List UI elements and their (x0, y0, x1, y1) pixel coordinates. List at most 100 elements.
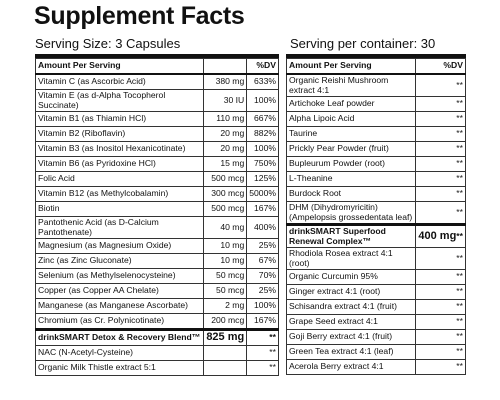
name-cell: Acerola Berry extract 4:1 (285, 359, 417, 375)
row: Folic Acid 500 mcg 125% (34, 171, 279, 187)
blend-name: drinkSMART Superfood Renewal Complex™ (285, 223, 417, 248)
name-cell: Artichoke Leaf powder (285, 96, 417, 112)
left-panel: Amount Per Serving %DV Vitamin C (as Ascor… (34, 54, 279, 376)
header-cell: Amount Per Serving (285, 58, 417, 75)
row: Organic Milk Thistle extract 5:1 ** (34, 360, 279, 376)
name-cell: Chromium (as Cr. Polynicotinate) (34, 313, 205, 330)
row: Burdock Root ** (285, 186, 466, 202)
row: Vitamin B2 (Riboflavin) 20 mg 882% (34, 126, 279, 142)
dv-cell: ** (415, 171, 466, 187)
dv-cell: ** (415, 141, 466, 157)
name-cell: Magnesium (as Magnesium Oxide) (34, 238, 205, 254)
row: Chromium (as Cr. Polynicotinate) 200 mcg 1… (34, 313, 279, 330)
nutrient-table: Amount Per Serving %DV Vitamin C (as Ascor… (34, 58, 279, 376)
row: Taurine ** (285, 126, 466, 142)
amount-cell: 380 mg (203, 73, 248, 90)
header-cell: Amount Per Serving (34, 58, 205, 75)
name-cell: NAC (N-Acetyl-Cysteine) (34, 345, 205, 361)
name-cell: Manganese (as Manganese Ascorbate) (34, 298, 205, 314)
amount-cell: 50 mcg (203, 283, 248, 299)
blend-name: drinkSMART Detox & Recovery Blend™ (34, 328, 205, 346)
amount-cell: 2 mg (203, 298, 248, 314)
amount-cell: 20 mg (203, 126, 248, 142)
row: Manganese (as Manganese Ascorbate) 2 mg 10… (34, 298, 279, 314)
dv-cell: ** (415, 299, 466, 315)
header-cell: %DV (415, 58, 466, 75)
blend-amount: 825 mg (203, 328, 248, 346)
name-cell: L-Theanine (285, 171, 417, 187)
name-cell: Vitamin B2 (Riboflavin) (34, 126, 205, 142)
name-cell: Bupleurum Powder (root) (285, 156, 417, 172)
row: Bupleurum Powder (root) ** (285, 156, 466, 172)
name-cell: Ginger extract 4:1 (root) (285, 284, 417, 300)
name-cell: Alpha Lipoic Acid (285, 111, 417, 127)
row: Vitamin E (as d-Alpha Tocopherol Succina… (34, 89, 279, 112)
dv-cell: ** (415, 201, 466, 225)
blend-row: drinkSMART Detox & Recovery Blend™ 825 mg… (34, 328, 279, 346)
dv-cell: ** (415, 269, 466, 285)
amount-cell: 200 mcg (203, 313, 248, 330)
row: Prickly Pear Powder (fruit) ** (285, 141, 466, 157)
dv-cell: 70% (246, 268, 279, 284)
dv-cell: 400% (246, 216, 279, 239)
name-cell: Schisandra extract 4:1 (fruit) (285, 299, 417, 315)
name-cell: Zinc (as Zinc Gluconate) (34, 253, 205, 269)
title: Supplement Facts (34, 2, 245, 30)
header-row: Amount Per Serving %DV (34, 58, 279, 75)
dv-cell: ** (415, 111, 466, 127)
dv-cell: 750% (246, 156, 279, 172)
amount-cell: 20 mg (203, 141, 248, 157)
row: Acerola Berry extract 4:1 ** (285, 359, 466, 375)
name-cell: DHM (Dihydromyricitin) (Ampelopsis gross… (285, 201, 417, 225)
dv-cell: ** (415, 156, 466, 172)
row: Rhodiola Rosea extract 4:1 (root) ** (285, 247, 466, 270)
row: Zinc (as Zinc Gluconate) 10 mg 67% (34, 253, 279, 269)
amount-cell: 300 mcg (203, 186, 248, 202)
dv-cell: 67% (246, 253, 279, 269)
row: Vitamin B1 (as Thiamin HCl) 110 mg 667% (34, 111, 279, 127)
amount-cell: 50 mcg (203, 268, 248, 284)
dv-cell: 125% (246, 171, 279, 187)
header-cell: %DV (246, 58, 279, 75)
amount-cell: 10 mg (203, 253, 248, 269)
row: Biotin 500 mcg 167% (34, 201, 279, 217)
dv-cell: ** (415, 329, 466, 345)
row: NAC (N-Acetyl-Cysteine) ** (34, 345, 279, 361)
dv-cell: 100% (246, 89, 279, 112)
row: Vitamin B12 (as Methylcobalamin) 300 mcg 5… (34, 186, 279, 202)
row: Magnesium (as Magnesium Oxide) 10 mg 25% (34, 238, 279, 254)
name-cell: Taurine (285, 126, 417, 142)
row: Vitamin B3 (as Inositol Hexanicotinate) 2… (34, 141, 279, 157)
amount-cell: 110 mg (203, 111, 248, 127)
dv-cell: 100% (246, 298, 279, 314)
name-cell: Green Tea extract 4:1 (leaf) (285, 344, 417, 360)
dv-cell: ** (415, 186, 466, 202)
row: Green Tea extract 4:1 (leaf) ** (285, 344, 466, 360)
blend-dv: ** (246, 328, 279, 346)
dv-cell: ** (415, 344, 466, 360)
dv-cell: ** (415, 247, 466, 270)
name-cell: Vitamin B3 (as Inositol Hexanicotinate) (34, 141, 205, 157)
name-cell: Vitamin C (as Ascorbic Acid) (34, 73, 205, 90)
name-cell: Burdock Root (285, 186, 417, 202)
row: Schisandra extract 4:1 (fruit) ** (285, 299, 466, 315)
amount-cell: 30 IU (203, 89, 248, 112)
amount-cell (203, 345, 248, 361)
dv-cell: 100% (246, 141, 279, 157)
row: Vitamin B6 (as Pyridoxine HCl) 15 mg 750% (34, 156, 279, 172)
name-cell: Organic Curcumin 95% (285, 269, 417, 285)
name-cell: Vitamin B6 (as Pyridoxine HCl) (34, 156, 205, 172)
name-cell: Vitamin E (as d-Alpha Tocopherol Succina… (34, 89, 205, 112)
dv-cell: 25% (246, 238, 279, 254)
amount-cell: 15 mg (203, 156, 248, 172)
name-cell: Copper (as Copper AA Chelate) (34, 283, 205, 299)
dv-cell: 667% (246, 111, 279, 127)
name-cell: Organic Reishi Mushroom extract 4:1 (285, 73, 417, 97)
dv-cell: 633% (246, 73, 279, 90)
serving-size: Serving Size: 3 Capsules (35, 36, 181, 51)
blend-dv: ** (456, 230, 463, 241)
name-cell: Vitamin B1 (as Thiamin HCl) (34, 111, 205, 127)
dv-cell: ** (246, 345, 279, 361)
dv-cell: ** (246, 360, 279, 376)
name-cell: Prickly Pear Powder (fruit) (285, 141, 417, 157)
